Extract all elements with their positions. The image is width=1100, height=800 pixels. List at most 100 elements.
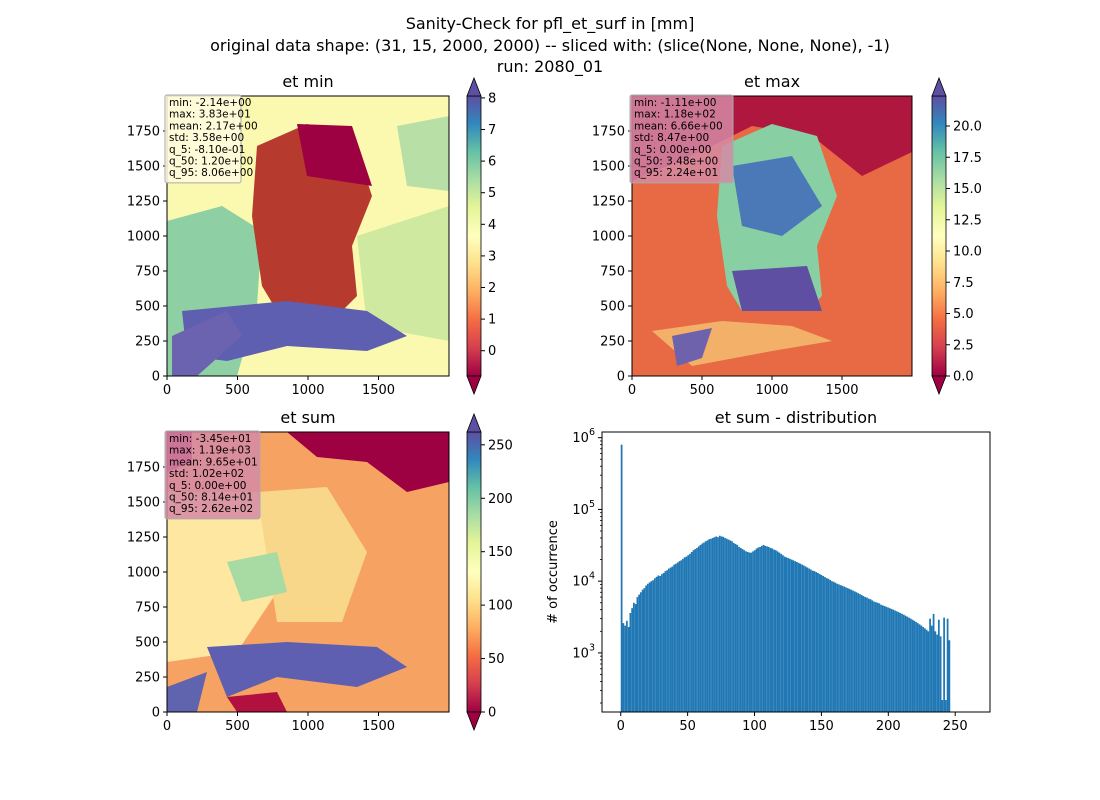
histogram-bar: [666, 570, 669, 712]
stats-line: q_5: -8.10e-01: [169, 144, 245, 156]
histogram-bar: [836, 583, 839, 712]
histogram-bar: [708, 539, 711, 712]
histogram-bar: [694, 549, 697, 712]
histogram-bar: [720, 536, 723, 712]
histogram-bar: [930, 625, 933, 712]
colorbar-extend-top: [931, 76, 947, 97]
y-tick-label: 103: [572, 642, 595, 661]
histogram-bar: [632, 602, 635, 712]
histogram-bar: [920, 625, 923, 712]
histogram-bar: [803, 565, 805, 712]
histogram-bar: [810, 569, 812, 712]
histogram-bar: [867, 598, 870, 712]
stats-line: max: 1.19e+03: [169, 445, 251, 457]
histogram-bar: [806, 567, 809, 712]
histogram-bar: [753, 550, 756, 712]
histogram-bar: [834, 582, 837, 712]
y-tick-label: 106: [572, 427, 595, 446]
histogram-bar: [781, 555, 784, 712]
histogram-bar: [925, 629, 928, 712]
axes-title: et sum: [280, 408, 335, 427]
histogram-bar: [739, 547, 742, 712]
histogram-bar: [696, 547, 698, 712]
histogram-bar: [818, 573, 821, 712]
x-tick-label: 1500: [362, 383, 395, 398]
histogram-bar: [692, 550, 695, 712]
histogram-bar: [622, 623, 625, 712]
histogram-bar: [897, 612, 900, 712]
stats-line: mean: 6.66e+00: [634, 120, 723, 132]
histogram-bar: [683, 557, 686, 712]
histogram-bar: [820, 574, 823, 712]
x-tick-label: 500: [690, 383, 715, 398]
colorbar-tick-label: 10.0: [953, 245, 982, 260]
x-tick-label: 200: [876, 719, 901, 734]
y-tick-label: 0: [152, 706, 160, 721]
histogram-bars: [620, 444, 951, 712]
histogram-bar: [894, 610, 896, 712]
axes-title: et min: [282, 72, 333, 91]
x-tick-label: 0: [163, 719, 171, 734]
histogram-bar: [859, 594, 861, 712]
y-tick-label: 0: [617, 370, 625, 385]
histogram-bar: [657, 575, 660, 712]
colorbar-tick-label: 2: [488, 281, 496, 296]
histogram-bar: [731, 541, 733, 712]
field-sea-region: [287, 432, 449, 492]
histogram-bar: [908, 617, 910, 712]
field-southwest-region: [172, 311, 242, 376]
histogram-bar: [788, 558, 791, 712]
histogram-bar: [648, 582, 651, 712]
histogram-bar: [881, 605, 884, 712]
colorbar-tick-label: 150: [488, 545, 513, 560]
field-highland-region: [227, 552, 287, 602]
histogram-bar: [929, 618, 931, 712]
histogram-bar: [718, 535, 721, 712]
field-northeast-region: [397, 116, 449, 191]
histogram-bar: [915, 621, 917, 712]
histogram-bar: [888, 608, 891, 712]
histogram-bar: [625, 620, 628, 712]
histogram-bar: [732, 543, 735, 712]
histogram-bar: [923, 628, 926, 712]
stats-line: q_95: 2.62e+02: [169, 503, 253, 515]
histogram-bar: [715, 536, 718, 712]
histogram-bar: [909, 618, 912, 712]
stats-line: std: 1.02e+02: [169, 468, 244, 480]
histogram-bar: [668, 568, 670, 712]
stats-line: std: 3.58e+00: [169, 132, 244, 144]
histogram-bar: [627, 626, 630, 712]
axes-title: et sum - distribution: [715, 408, 877, 427]
y-tick-label-exponent: 5: [589, 499, 595, 510]
histogram-bar: [725, 538, 728, 712]
histogram-bar: [948, 640, 951, 712]
colorbar-tick-label: 17.5: [953, 151, 982, 166]
histogram-bar: [717, 537, 719, 712]
histogram-bar: [689, 553, 691, 712]
colorbar-tick-label: 250: [488, 438, 513, 453]
colorbar-extend-bottom: [931, 375, 947, 396]
histogram-bar: [873, 601, 875, 712]
histogram-bar: [899, 612, 902, 712]
histogram-bar: [778, 552, 781, 712]
stats-line: mean: 9.65e+01: [169, 456, 258, 468]
stats-line: q_5: 0.00e+00: [634, 144, 711, 156]
colorbar-tick-label: 1: [488, 313, 496, 328]
histogram-bar: [857, 593, 860, 712]
y-tick-label: 1250: [127, 195, 160, 210]
stats-box: [629, 94, 734, 184]
colorbar-tick-label: 20.0: [953, 120, 982, 135]
colorbar-tick-label: 100: [488, 599, 513, 614]
y-tick-label-exponent: 6: [589, 427, 595, 438]
histogram-bar: [741, 549, 744, 712]
histogram-bar: [729, 540, 732, 712]
histogram-bar: [808, 568, 811, 712]
histogram-bar: [799, 563, 802, 712]
stats-line: min: -3.45e+01: [169, 433, 251, 445]
colorbar-tick-label: 4: [488, 218, 496, 233]
histogram-bar: [831, 581, 833, 712]
histogram-bar: [738, 546, 740, 712]
x-tick-label: 500: [225, 383, 250, 398]
histogram-bar: [874, 602, 877, 712]
histogram-bar: [937, 619, 940, 712]
